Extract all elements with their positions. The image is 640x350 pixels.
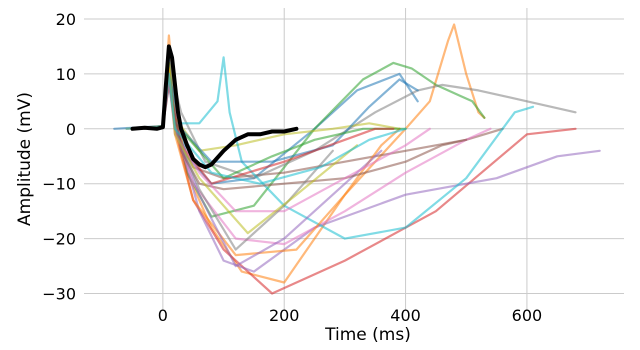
average-series-line [130, 44, 299, 170]
y-tick-label: 0 [66, 120, 76, 139]
y-tick-label: −20 [42, 230, 76, 249]
y-tick-label: 20 [56, 10, 76, 29]
series-lines [113, 23, 601, 295]
y-tick-label: −10 [42, 175, 76, 194]
x-axis-label: Time (ms) [324, 325, 411, 345]
y-tick-label: −30 [42, 285, 76, 304]
x-tick-label: 600 [512, 306, 543, 325]
x-tick-label: 200 [269, 306, 300, 325]
tick-labels: 0 200 400 600 −30 −20 −10 0 10 20 [42, 10, 542, 325]
x-tick-label: 400 [390, 306, 421, 325]
x-tick-label: 0 [158, 306, 168, 325]
y-axis-label: Amplitude (mV) [15, 92, 35, 226]
y-tick-label: 10 [56, 65, 76, 84]
